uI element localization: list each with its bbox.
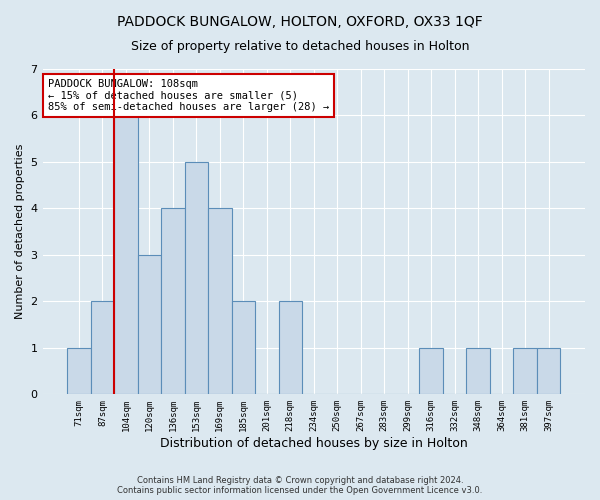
Bar [137,255,161,394]
Bar [232,302,255,394]
Bar [208,208,232,394]
Text: PADDOCK BUNGALOW, HOLTON, OXFORD, OX33 1QF: PADDOCK BUNGALOW, HOLTON, OXFORD, OX33 1… [117,15,483,29]
Bar [185,162,208,394]
Text: Contains HM Land Registry data © Crown copyright and database right 2024.
Contai: Contains HM Land Registry data © Crown c… [118,476,482,495]
X-axis label: Distribution of detached houses by size in Holton: Distribution of detached houses by size … [160,437,467,450]
Bar [514,348,537,395]
Text: PADDOCK BUNGALOW: 108sqm
← 15% of detached houses are smaller (5)
85% of semi-de: PADDOCK BUNGALOW: 108sqm ← 15% of detach… [48,79,329,112]
Bar [91,302,114,394]
Bar [537,348,560,395]
Bar [278,302,302,394]
Bar [419,348,443,395]
Bar [466,348,490,395]
Y-axis label: Number of detached properties: Number of detached properties [15,144,25,320]
Bar [161,208,185,394]
Bar [114,116,137,394]
Bar [67,348,91,395]
Text: Size of property relative to detached houses in Holton: Size of property relative to detached ho… [131,40,469,53]
